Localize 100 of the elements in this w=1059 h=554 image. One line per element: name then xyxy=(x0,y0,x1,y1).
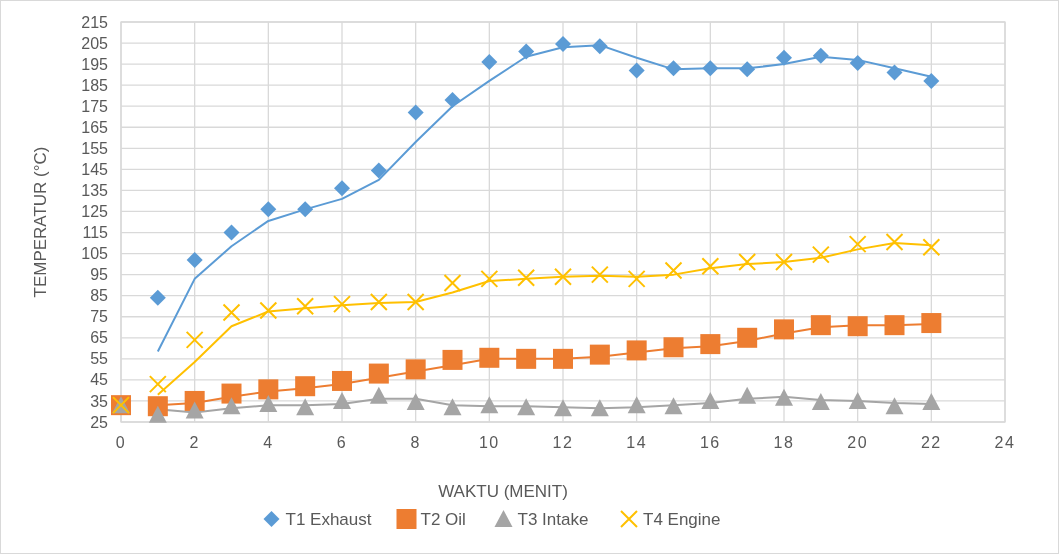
point xyxy=(775,253,793,271)
point xyxy=(885,233,904,251)
point xyxy=(185,401,204,419)
point xyxy=(627,269,646,288)
point xyxy=(848,391,867,409)
point xyxy=(260,201,277,218)
point xyxy=(589,344,610,365)
y-tick-label: 105 xyxy=(81,245,109,263)
point xyxy=(775,388,793,406)
legend-label: T1 Exhaust xyxy=(285,509,372,529)
y-tick-label: 205 xyxy=(81,34,109,52)
point xyxy=(663,337,684,358)
point xyxy=(407,104,424,121)
point xyxy=(701,391,720,409)
point xyxy=(405,359,426,380)
point xyxy=(259,301,278,320)
point xyxy=(848,235,867,254)
point xyxy=(626,340,647,361)
point xyxy=(554,267,572,286)
point xyxy=(148,375,167,394)
point xyxy=(368,363,389,384)
y-tick-label: 215 xyxy=(81,13,109,31)
y-tick-label: 75 xyxy=(90,308,109,326)
point xyxy=(297,201,314,218)
point xyxy=(590,399,609,417)
point xyxy=(148,405,167,423)
point xyxy=(922,393,941,410)
y-tick-label: 35 xyxy=(90,392,109,410)
point xyxy=(443,398,462,416)
y-tick-label: 125 xyxy=(81,203,109,221)
point xyxy=(811,393,830,410)
point xyxy=(334,180,350,197)
point xyxy=(884,315,905,336)
point xyxy=(886,64,903,81)
y-tick-label: 155 xyxy=(81,139,109,157)
point xyxy=(665,60,682,77)
y-tick-label: 95 xyxy=(90,266,109,284)
point xyxy=(922,238,941,257)
point xyxy=(555,36,571,53)
point xyxy=(664,261,683,280)
y-tick-label: 185 xyxy=(81,76,109,94)
x-tick-label: 10 xyxy=(478,434,500,451)
x-tick-label: 12 xyxy=(552,434,574,451)
legend-label: T4 Engine xyxy=(643,509,721,529)
y-tick-label: 65 xyxy=(90,329,109,347)
point xyxy=(442,349,463,370)
x-tick-label: 6 xyxy=(336,434,348,451)
y-axis-title: TEMPERATUR (°C) xyxy=(31,146,50,298)
legend-label: T3 Intake xyxy=(517,509,589,529)
point xyxy=(923,72,940,89)
y-tick-label: 145 xyxy=(81,160,109,178)
x-tick-label: 2 xyxy=(189,434,200,451)
point xyxy=(444,91,461,108)
point xyxy=(810,315,831,336)
point xyxy=(406,293,425,311)
point xyxy=(480,269,499,288)
point xyxy=(479,347,500,368)
x-tick-label: 4 xyxy=(263,434,274,451)
y-tick-label: 165 xyxy=(81,118,109,136)
point xyxy=(369,386,388,404)
point xyxy=(480,396,499,414)
point xyxy=(700,334,721,355)
point xyxy=(185,330,204,349)
point xyxy=(296,297,315,316)
y-tick-label: 25 xyxy=(90,413,109,431)
point xyxy=(370,162,387,179)
x-tick-label: 0 xyxy=(115,434,127,451)
point xyxy=(847,316,868,337)
y-tick-label: 45 xyxy=(90,371,109,389)
point xyxy=(221,383,242,404)
x-tick-label: 14 xyxy=(626,434,648,451)
point xyxy=(296,398,315,416)
point xyxy=(222,303,241,322)
legend-label: T2 Oil xyxy=(420,509,466,529)
point xyxy=(149,289,166,306)
x-tick-label: 18 xyxy=(773,434,795,451)
point xyxy=(774,319,794,340)
point xyxy=(738,253,757,271)
point xyxy=(295,376,316,397)
point xyxy=(849,55,866,72)
x-tick-label: 20 xyxy=(847,434,869,451)
point xyxy=(591,38,608,55)
point xyxy=(259,395,278,413)
point xyxy=(776,49,792,66)
point xyxy=(258,379,279,400)
point xyxy=(222,397,241,415)
y-tick-label: 55 xyxy=(90,350,109,368)
point xyxy=(701,257,720,276)
point xyxy=(738,386,757,404)
point xyxy=(553,348,573,369)
point xyxy=(481,54,498,70)
point xyxy=(628,62,645,79)
point xyxy=(186,251,203,268)
point xyxy=(332,370,352,391)
point xyxy=(811,245,830,264)
point xyxy=(590,265,609,284)
point xyxy=(223,224,240,241)
x-axis-title: WAKTU (MENIT) xyxy=(438,482,568,501)
point xyxy=(518,43,535,60)
point xyxy=(516,348,537,369)
